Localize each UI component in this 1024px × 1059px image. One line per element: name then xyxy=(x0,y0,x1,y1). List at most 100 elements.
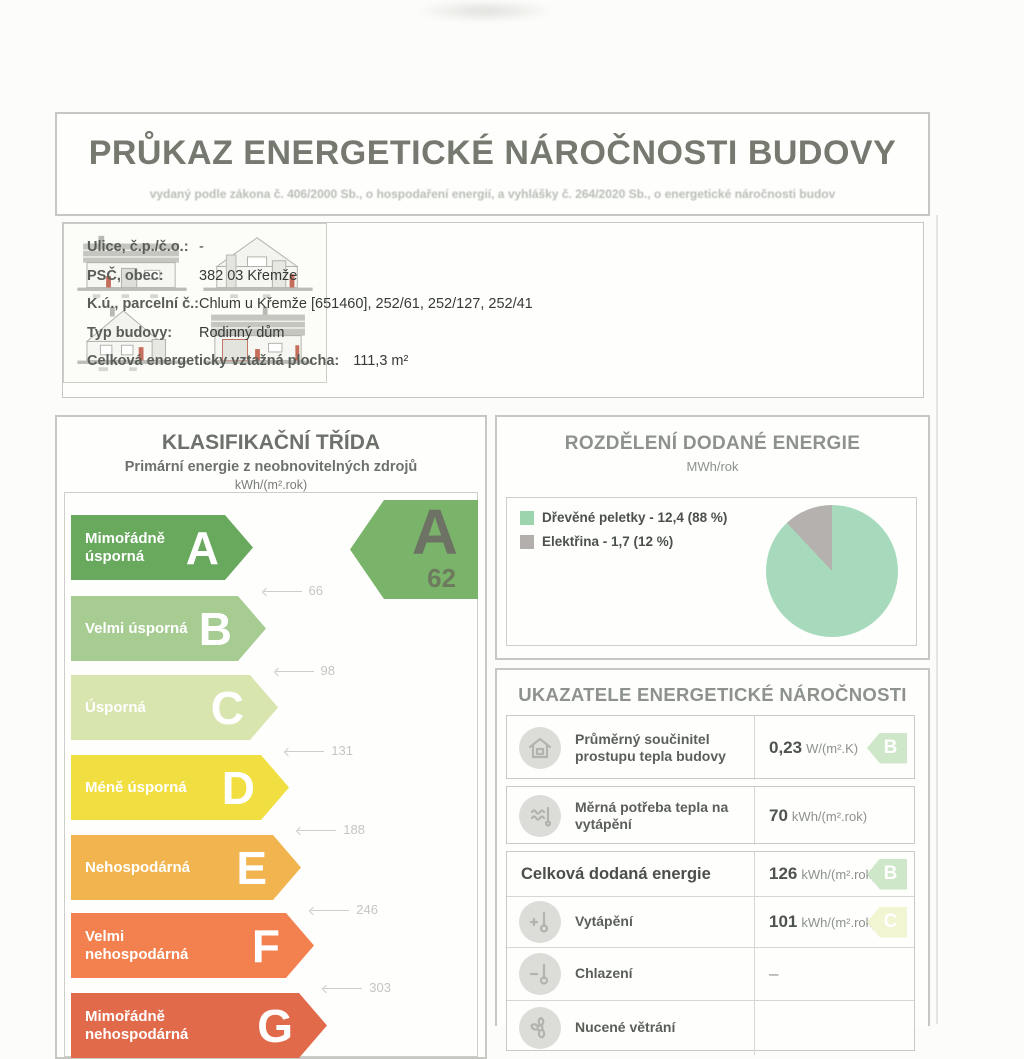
class-bar-e: Nehospodárná E xyxy=(71,835,301,900)
column-divider xyxy=(754,787,755,845)
class-bar-label: Velmi nehospodárná xyxy=(85,927,189,963)
column-divider xyxy=(754,1001,755,1055)
distribution-title: ROZDĚLENÍ DODANÉ ENERGIE xyxy=(564,433,861,454)
scan-smudge xyxy=(415,0,555,22)
indicator-row-heating: Vytápění 101 kWh/(m².rok) C xyxy=(507,896,914,947)
page-edge-shadow xyxy=(936,215,938,1024)
legend-item-pellets: Dřevěné peletky - 12,4 (88 %) xyxy=(520,510,727,525)
legend-swatch-green xyxy=(520,510,534,525)
indicator-label: Průměrný součinitel prostupu tepla budov… xyxy=(575,730,726,765)
fan-icon xyxy=(519,1007,561,1049)
indicator-row-total-energy: Celková dodaná energie 126 kWh/(m².rok) B xyxy=(507,852,914,896)
boundary-arrow-icon xyxy=(263,585,302,592)
column-divider xyxy=(754,948,755,1000)
classification-unit: kWh/(m².rok) xyxy=(234,478,308,492)
info-row-city: PSČ, obec: 382 03 Křemže xyxy=(87,268,533,284)
page-title: PRŮKAZ ENERGETICKÉ NÁROČNOSTI BUDOVY xyxy=(88,134,897,172)
class-bar-f: Velmi nehospodárná F xyxy=(71,913,314,978)
indicator-value: 101 kWh/(m².rok) xyxy=(769,912,877,931)
indicator-table: Celková dodaná energie 126 kWh/(m².rok) B… xyxy=(506,851,915,1055)
class-bar-label: Mimořádně úsporná xyxy=(85,529,166,565)
info-row-parcel: K.ú., parcelní č.: Chlum u Křemže [65146… xyxy=(87,296,533,312)
class-bar-label: Úsporná xyxy=(85,698,146,716)
classification-subtitle: Primární energie z neobnovitelných zdroj… xyxy=(124,459,418,475)
class-boundary-f-g: 303 xyxy=(261,980,391,995)
pie-legend: Dřevěné peletky - 12,4 (88 %) Elektřina … xyxy=(520,510,727,549)
thermometer-minus-icon xyxy=(519,953,561,995)
info-label: PSČ, obec: xyxy=(87,267,164,284)
info-label: Celková energeticky vztažná plocha: xyxy=(87,353,340,369)
class-boundary-a-b: 66 xyxy=(193,583,323,598)
class-boundary-d-e: 188 xyxy=(235,822,365,837)
indicators-panel: UKAZATELE ENERGETICKÉ NÁROČNOSTI Průměrn… xyxy=(495,668,930,1055)
class-bar-letter: D xyxy=(221,761,255,814)
class-bar-label: Velmi úsporná xyxy=(85,619,188,637)
legend-swatch-gray xyxy=(520,534,534,549)
indicator-label: Nucené větrání xyxy=(575,1019,676,1036)
class-boundary-e-f: 246 xyxy=(248,902,378,917)
class-bar-d: Méně úsporná D xyxy=(71,755,289,820)
legend-item-electricity: Elektřina - 1,7 (12 %) xyxy=(520,534,727,549)
info-value: 382 03 Křemže xyxy=(199,267,298,284)
info-value: Chlum u Křemže [651460], 252/61, 252/127… xyxy=(199,296,533,312)
building-drawings xyxy=(63,223,327,383)
distribution-unit: MWh/rok xyxy=(686,459,739,474)
column-divider xyxy=(754,716,755,780)
boundary-arrow-icon xyxy=(298,824,337,831)
building-info-rows: Ulice, č.p./č.o.: - PSČ, obec: 382 03 Kř… xyxy=(87,239,533,369)
boundary-arrow-icon xyxy=(286,745,325,752)
class-bar-letter: G xyxy=(257,999,293,1052)
indicator-row-heat-transfer: Průměrný součinitel prostupu tepla budov… xyxy=(506,715,915,780)
elevation-drawing-3 xyxy=(77,306,187,372)
elevation-drawing-4 xyxy=(203,306,313,364)
class-bar-letter: E xyxy=(236,841,267,894)
class-bar-g: Mimořádně nehospodárná G xyxy=(71,993,327,1058)
legend-label: Elektřina - 1,7 (12 %) xyxy=(542,534,674,549)
indicator-value: 126 kWh/(m².rok) xyxy=(769,864,877,883)
classification-panel: KLASIFIKAČNÍ TŘÍDA Primární energie z ne… xyxy=(55,415,487,1059)
distribution-chart-area: Dřevěné peletky - 12,4 (88 %) Elektřina … xyxy=(506,497,917,646)
class-bar-letter: A xyxy=(185,521,219,574)
info-label: K.ú., parcelní č.: xyxy=(87,296,199,312)
class-bar-b: Velmi úsporná B xyxy=(71,596,266,661)
info-value: Rodinný dům xyxy=(199,324,285,341)
elevation-drawing-2 xyxy=(203,237,313,299)
info-value: - xyxy=(199,239,204,255)
class-bar-label: Nehospodárná xyxy=(85,858,191,876)
class-bar-letter: C xyxy=(210,681,244,734)
class-boundary-b-c: 98 xyxy=(205,663,335,678)
boundary-arrow-icon xyxy=(324,982,363,989)
boundary-value: 246 xyxy=(356,902,378,917)
classification-scale: Mimořádně úsporná A 66 Velmi úsporná B 9… xyxy=(64,492,478,1057)
boundary-value: 98 xyxy=(320,663,335,678)
boundary-value: 131 xyxy=(331,743,353,758)
info-label: Ulice, č.p./č.o.: xyxy=(87,239,189,255)
class-bar-a: Mimořádně úsporná A xyxy=(71,515,253,580)
indicator-label: Vytápění xyxy=(575,913,633,930)
rating-arrow: A 62 xyxy=(350,500,478,599)
info-row-building-type: Typ budovy: Rodinný dům xyxy=(87,325,533,341)
classification-title: KLASIFIKAČNÍ TŘÍDA xyxy=(161,431,381,454)
indicator-label: Chlazení xyxy=(575,965,633,982)
info-label: Typ budovy: xyxy=(87,324,173,341)
rating-letter: A xyxy=(411,496,458,568)
energy-distribution-panel: ROZDĚLENÍ DODANÉ ENERGIE MWh/rok Dřevěné… xyxy=(495,415,930,660)
boundary-value: 66 xyxy=(308,583,323,598)
building-info-box: Ulice, č.p./č.o.: - PSČ, obec: 382 03 Kř… xyxy=(62,222,924,398)
house-icon xyxy=(519,727,561,769)
info-row-street: Ulice, č.p./č.o.: - xyxy=(87,239,533,255)
class-bar-letter: B xyxy=(198,602,232,655)
class-bar-letter: F xyxy=(251,919,280,972)
info-row-floor-area: Celková energeticky vztažná plocha: 111,… xyxy=(87,353,533,369)
indicators-title: UKAZATELE ENERGETICKÉ NÁROČNOSTI xyxy=(518,684,907,705)
indicator-value: – xyxy=(769,964,779,983)
pie-chart xyxy=(766,505,898,637)
rating-value: 62 xyxy=(427,563,456,593)
class-bar-c: Úsporná C xyxy=(71,675,278,740)
indicator-value: 0,23 W/(m².K) xyxy=(769,738,859,757)
elevation-drawing-1 xyxy=(77,235,187,299)
legend-label: Dřevěné peletky - 12,4 (88 %) xyxy=(542,510,728,525)
class-bar-label: Mimořádně nehospodárná xyxy=(85,1007,189,1043)
page-subtitle: vydaný podle zákona č. 406/2000 Sb., o h… xyxy=(149,187,836,201)
indicator-row-ventilation: Nucené větrání xyxy=(507,1000,914,1055)
